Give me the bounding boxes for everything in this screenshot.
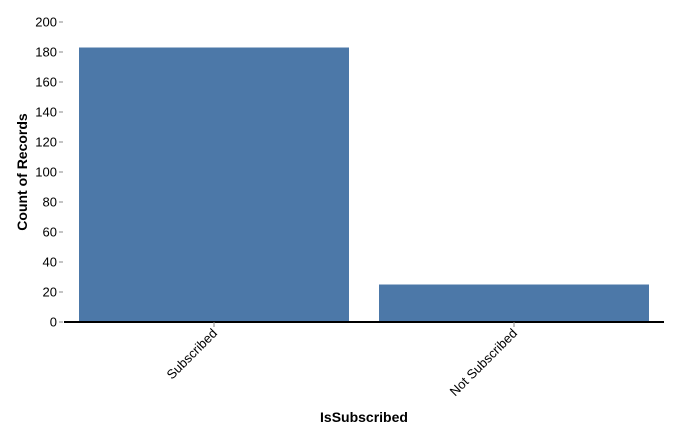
y-tick-label: 80	[43, 195, 57, 210]
y-tick-label: 20	[43, 285, 57, 300]
x-axis-title: IsSubscribed	[320, 409, 408, 425]
y-tick-label: 100	[35, 165, 57, 180]
x-axis: Subscribed Not Subscribed	[64, 321, 664, 399]
y-tick-label: 0	[50, 315, 57, 330]
bars-layer	[79, 47, 649, 322]
y-tick-label: 140	[35, 105, 57, 120]
y-tick-label: 160	[35, 75, 57, 90]
y-tick-label: 40	[43, 255, 57, 270]
x-tick-label: Not Subscribed	[447, 326, 520, 399]
y-axis-title: Count of Records	[14, 113, 30, 231]
x-tick-label: Subscribed	[164, 326, 221, 383]
bar-subscribed	[79, 47, 349, 322]
bar-not-subscribed	[379, 284, 649, 322]
y-tick-label: 120	[35, 135, 57, 150]
y-tick-label: 200	[35, 15, 57, 30]
y-axis: 0 20 40 60 80 100 120 140 160 180 200	[35, 15, 63, 330]
y-tick-label: 60	[43, 225, 57, 240]
y-tick-label: 180	[35, 45, 57, 60]
